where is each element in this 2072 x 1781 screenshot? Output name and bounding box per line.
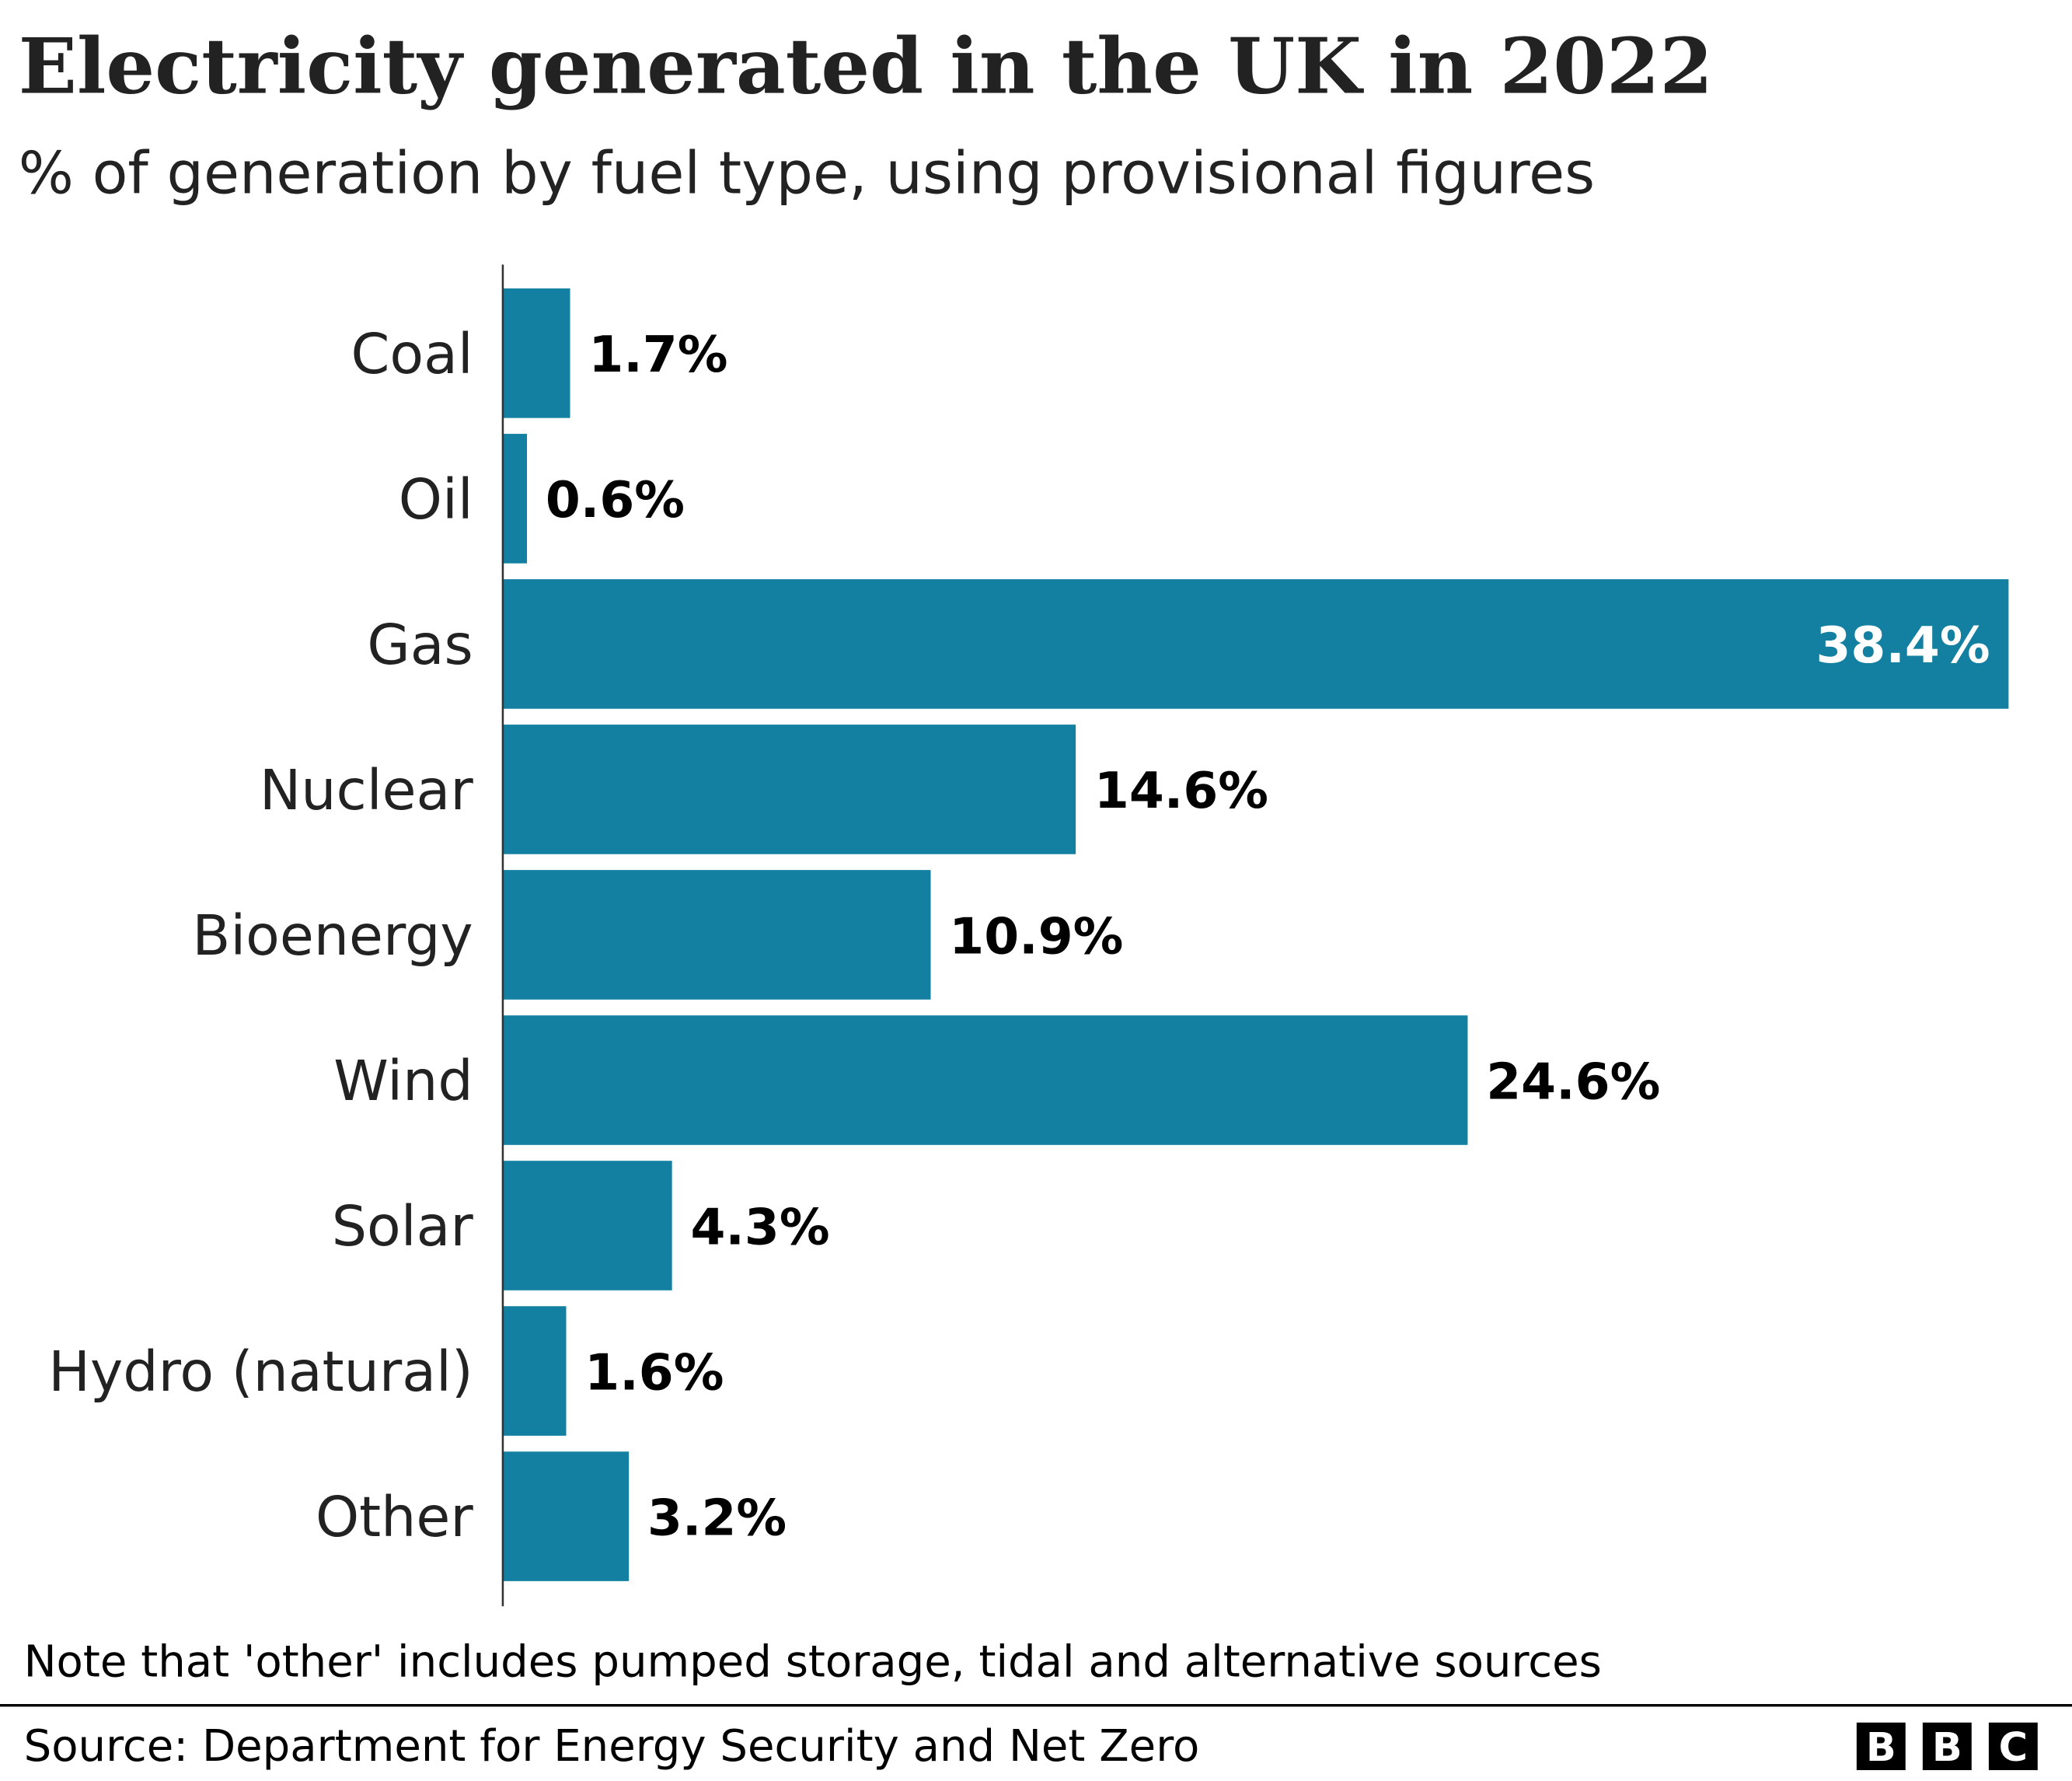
svg-text:B: B bbox=[1866, 1725, 1896, 1771]
category-label: Solar bbox=[332, 1194, 474, 1259]
bbc-logo: B B C bbox=[1856, 1722, 2038, 1771]
bar-coal bbox=[503, 288, 570, 418]
category-label: Hydro (natural) bbox=[48, 1339, 473, 1404]
chart-note: Note that 'other' includes pumped storag… bbox=[24, 1636, 1602, 1687]
data-label: 10.9% bbox=[949, 907, 1123, 966]
bar-oil bbox=[503, 434, 528, 564]
category-label: Bioenergy bbox=[192, 903, 473, 968]
data-label: 1.6% bbox=[584, 1343, 724, 1402]
chart-title: Electricity generated in the UK in 2022 bbox=[19, 21, 1713, 111]
bar-wind bbox=[503, 1015, 1468, 1145]
category-label: Coal bbox=[351, 322, 473, 386]
chart-subtitle: % of generation by fuel type, using prov… bbox=[19, 140, 1595, 208]
bar-hydro-natural bbox=[503, 1306, 567, 1436]
data-label: 1.7% bbox=[588, 326, 727, 384]
category-label: Gas bbox=[367, 613, 473, 677]
bar-solar bbox=[503, 1161, 672, 1290]
category-label: Nuclear bbox=[260, 758, 473, 822]
category-label: Oil bbox=[399, 467, 473, 532]
data-label: 4.3% bbox=[690, 1198, 829, 1256]
category-label: Wind bbox=[333, 1049, 473, 1113]
bar-nuclear bbox=[503, 725, 1076, 854]
data-label: 38.4% bbox=[1816, 616, 1990, 675]
bar-gas bbox=[503, 579, 2009, 709]
data-label: 0.6% bbox=[546, 471, 685, 529]
data-label: 14.6% bbox=[1094, 762, 1268, 820]
category-label: Other bbox=[316, 1485, 473, 1549]
source-text: Source: Department for Energy Security a… bbox=[24, 1721, 1200, 1772]
svg-text:C: C bbox=[1999, 1725, 2028, 1771]
bars-group: Coal 1.7% Oil 0.6% Gas 38.4% Nuclear 14.6% Bioen… bbox=[48, 288, 2009, 1581]
bar-other bbox=[503, 1451, 630, 1581]
svg-text:B: B bbox=[1932, 1725, 1962, 1771]
bar-bioenergy bbox=[503, 870, 931, 1000]
data-label: 24.6% bbox=[1486, 1053, 1660, 1111]
data-label: 3.2% bbox=[647, 1489, 787, 1547]
